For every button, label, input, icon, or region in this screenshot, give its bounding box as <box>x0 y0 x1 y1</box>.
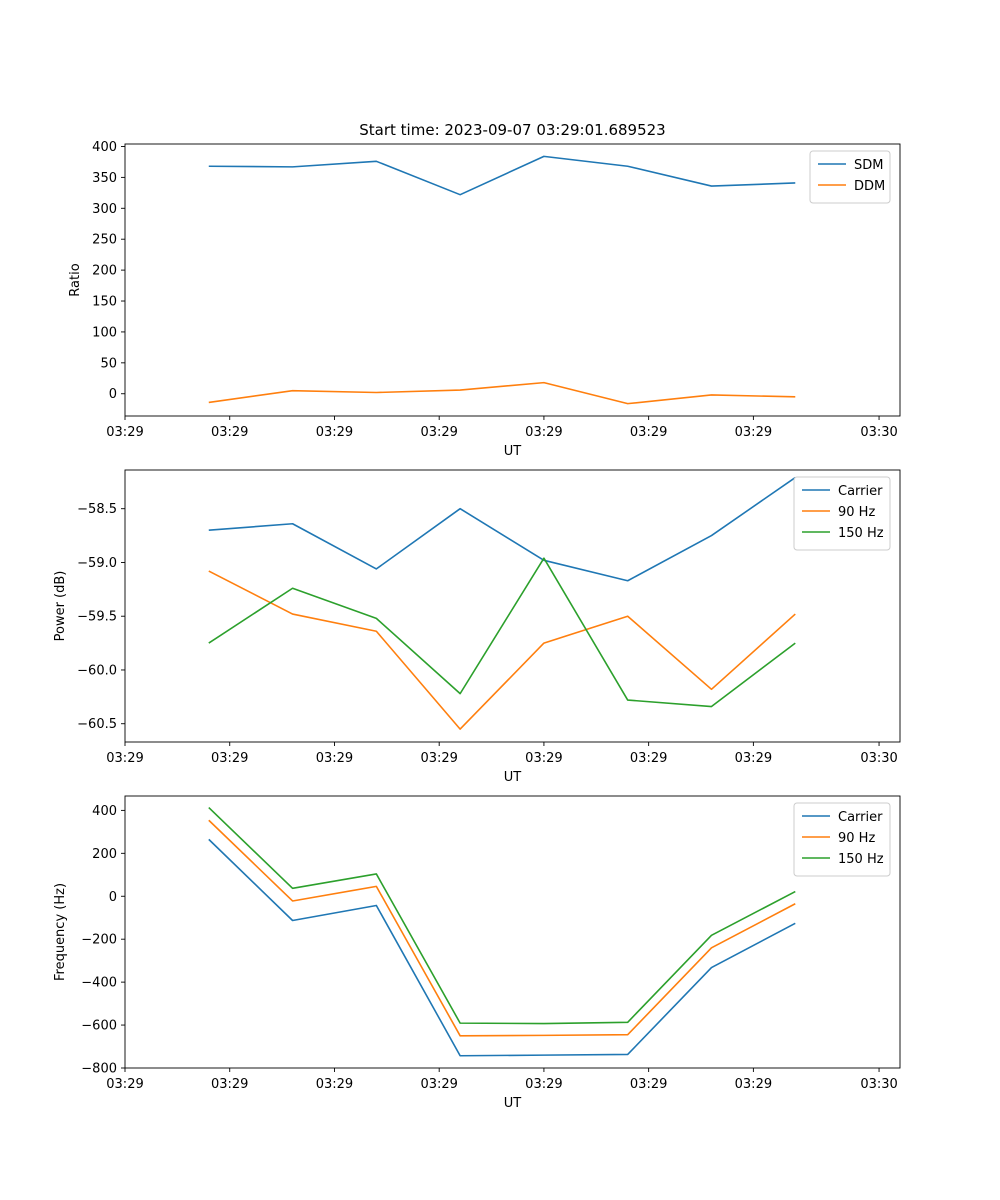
legend-label: SDM <box>854 158 883 173</box>
y-axis-label: Ratio <box>68 263 83 296</box>
chart-title: Start time: 2023-09-07 03:29:01.689523 <box>359 121 665 139</box>
y-tick-label: 0 <box>109 890 117 905</box>
y-tick-label: 300 <box>92 202 117 217</box>
y-tick-label: 200 <box>92 264 117 279</box>
legend-label: 90 Hz <box>838 831 875 846</box>
x-tick-label: 03:29 <box>211 425 248 440</box>
x-tick-label: 03:29 <box>630 1077 667 1092</box>
y-tick-label: −59.0 <box>77 556 117 571</box>
legend-label: Carrier <box>838 810 883 825</box>
series-line-ddm <box>208 381 796 405</box>
y-tick-label: 250 <box>92 233 117 248</box>
y-tick-label: −200 <box>81 933 117 948</box>
y-tick-label: −60.0 <box>77 663 117 678</box>
chart-panel-1: 0 50 100 150 200 250 300 350 400 03:29 03:29 03:29 0… <box>68 140 901 459</box>
y-tick-label: −600 <box>81 1019 117 1034</box>
y-axis-label: Power (dB) <box>53 571 68 642</box>
legend: Carrier 90 Hz 150 Hz <box>793 476 891 551</box>
y-tick-label: 0 <box>109 387 117 402</box>
x-tick-label: 03:29 <box>211 751 248 766</box>
x-tick-label: 03:29 <box>316 1077 353 1092</box>
x-tick-label: 03:29 <box>106 425 143 440</box>
y-tick-label: 400 <box>92 804 117 819</box>
x-tick-label: 03:29 <box>630 425 667 440</box>
axes-frame <box>124 795 901 1069</box>
series-line-sdm <box>208 155 796 196</box>
x-tick-label: 03:29 <box>211 1077 248 1092</box>
y-tick-label: 400 <box>92 140 117 155</box>
x-tick-label: 03:29 <box>420 1077 457 1092</box>
y-tick-label: 350 <box>92 171 117 186</box>
series-line-90-hz <box>208 570 796 730</box>
y-tick-label: 100 <box>92 325 117 340</box>
x-tick-label: 03:29 <box>420 425 457 440</box>
legend-label: Carrier <box>838 484 883 499</box>
legend: Carrier 90 Hz 150 Hz <box>793 802 891 877</box>
x-axis-label: UT <box>504 1096 522 1111</box>
x-tick-label: 03:29 <box>525 751 562 766</box>
y-tick-label: −400 <box>81 976 117 991</box>
x-tick-label: 03:29 <box>735 751 772 766</box>
axes-frame <box>124 143 901 417</box>
y-tick-label: −800 <box>81 1062 117 1077</box>
axes-frame <box>124 469 901 743</box>
x-tick-label: 03:29 <box>735 425 772 440</box>
x-axis-label: UT <box>504 770 522 785</box>
y-axis-label: Frequency (Hz) <box>53 883 68 981</box>
x-tick-label: 03:29 <box>735 1077 772 1092</box>
series-line-150-hz <box>208 807 796 1025</box>
legend: SDM DDM <box>809 150 891 204</box>
series-line-150-hz <box>208 557 796 708</box>
legend-label: DDM <box>854 179 885 194</box>
y-tick-label: −58.5 <box>77 502 117 517</box>
chart-panel-3: −800 −600 −400 −200 0 200 400 03:29 03:29 03:29 03… <box>53 795 901 1111</box>
y-tick-label: 150 <box>92 295 117 310</box>
x-tick-label: 03:29 <box>106 751 143 766</box>
x-tick-label: 03:29 <box>316 751 353 766</box>
series-line-carrier <box>208 476 796 582</box>
x-tick-label: 03:29 <box>420 751 457 766</box>
x-tick-label: 03:29 <box>316 425 353 440</box>
x-tick-label: 03:30 <box>860 1077 897 1092</box>
legend-label: 150 Hz <box>838 852 884 867</box>
y-tick-label: 200 <box>92 847 117 862</box>
x-tick-label: 03:29 <box>630 751 667 766</box>
series-line-carrier <box>208 838 796 1057</box>
x-tick-label: 03:29 <box>525 1077 562 1092</box>
x-tick-label: 03:29 <box>525 425 562 440</box>
x-tick-label: 03:29 <box>106 1077 143 1092</box>
x-tick-label: 03:30 <box>860 425 897 440</box>
series-line-90-hz <box>208 819 796 1037</box>
x-tick-label: 03:30 <box>860 751 897 766</box>
chart-panel-2: −60.5 −60.0 −59.5 −59.0 −58.5 03:29 03:29 03:29… <box>53 469 901 785</box>
y-tick-label: −59.5 <box>77 610 117 625</box>
y-tick-label: 50 <box>100 356 117 371</box>
legend-label: 90 Hz <box>838 505 875 520</box>
legend-label: 150 Hz <box>838 526 884 541</box>
y-tick-label: −60.5 <box>77 717 117 732</box>
x-axis-label: UT <box>504 444 522 459</box>
